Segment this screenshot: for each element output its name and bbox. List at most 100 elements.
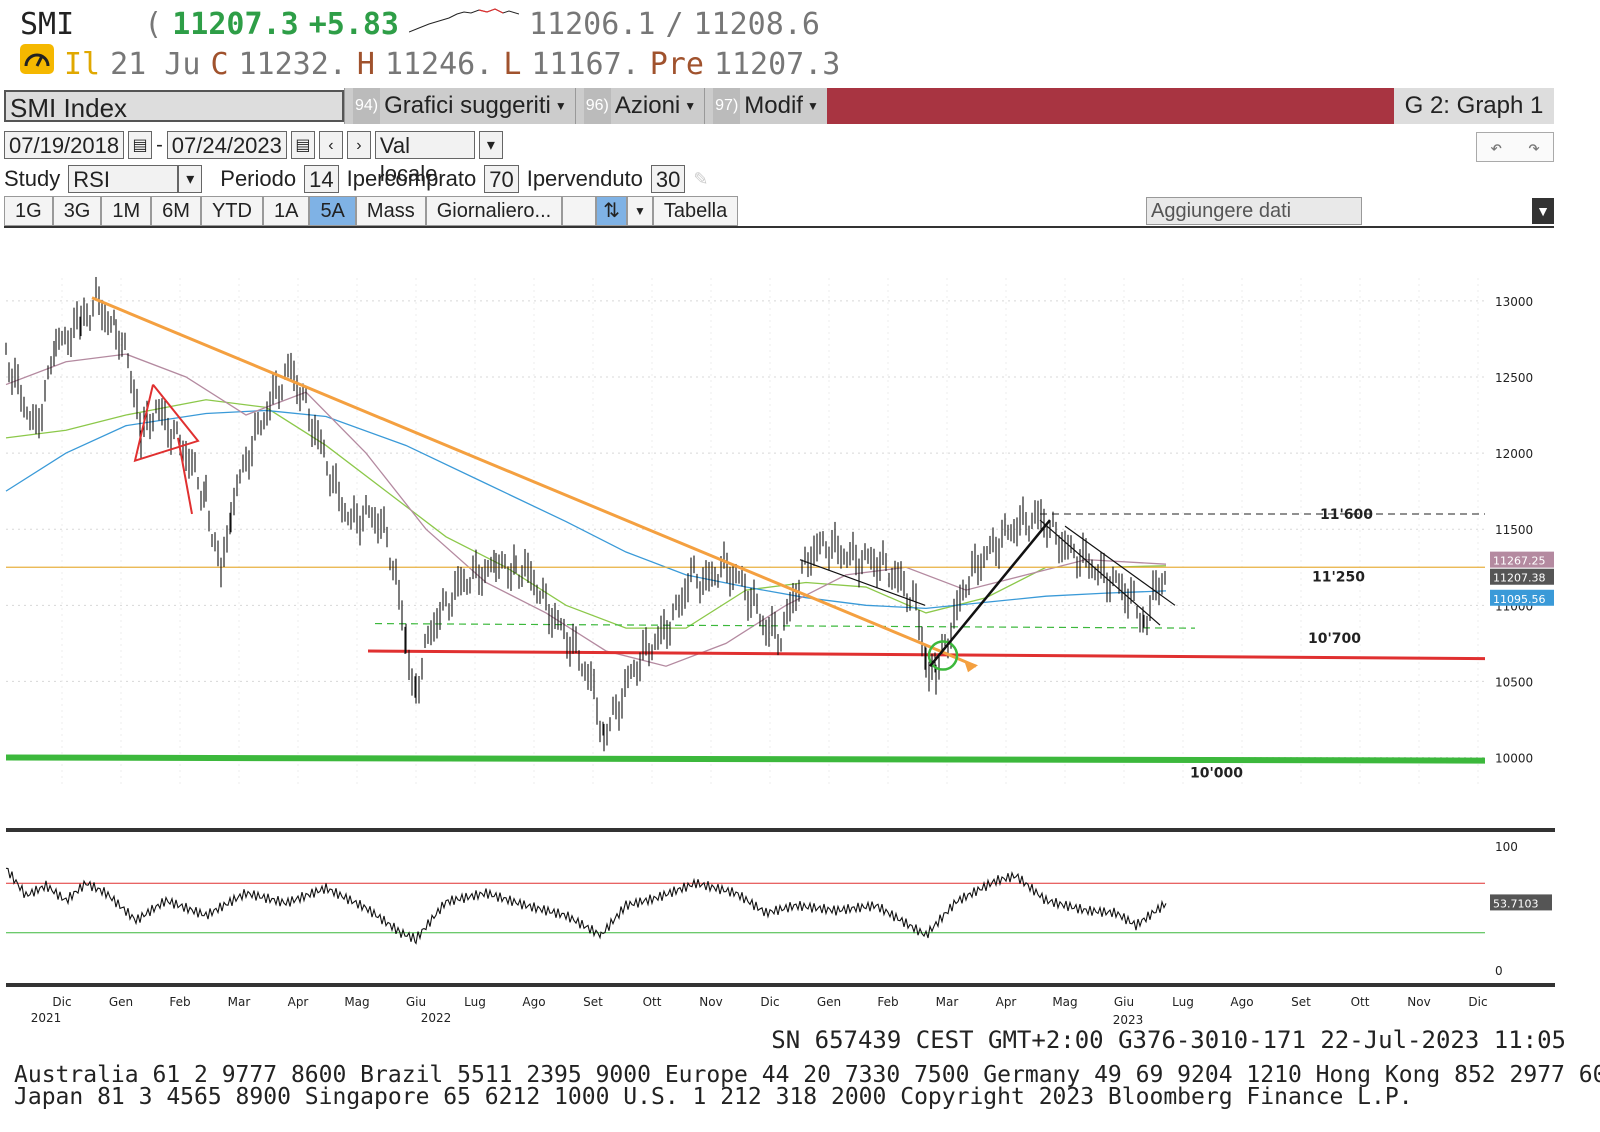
ticker[interactable]: SMI (20, 7, 75, 42)
prev-value: 11207.3 (713, 47, 841, 82)
status-indicator: Il (64, 47, 101, 82)
pencil-icon[interactable]: ✎ (693, 168, 709, 189)
x-tick-label: Set (1291, 995, 1311, 1009)
breakout-circle (927, 640, 959, 671)
x-tick-label: Feb (877, 995, 898, 1009)
menu-number: 97) (713, 88, 741, 124)
range-5a[interactable]: 5A (309, 196, 356, 226)
channel-lower (1039, 519, 1161, 626)
period-label: Periodo (220, 166, 297, 191)
moving-average-line (5, 399, 1167, 629)
annotation-11250: 11'250 (1312, 569, 1365, 585)
menu-suggested-charts[interactable]: 94) Grafici suggeriti ▼ (344, 88, 575, 124)
rsi-tag-box (1490, 894, 1552, 911)
overbought-input[interactable]: 70 (484, 165, 519, 193)
title-bar-fill (826, 88, 1394, 124)
spacer-tab (562, 196, 597, 226)
x-tick-label: Dic (760, 995, 779, 1009)
overbought-label: Ipercomprato (346, 166, 477, 191)
year-label: 2021 (31, 1011, 62, 1025)
intraday-sparkline (409, 8, 519, 33)
contact-line-2: Japan 81 3 4565 8900 Singapore 65 6212 1… (14, 1084, 1413, 1110)
graph-label[interactable]: G 2: Graph 1 (1394, 88, 1554, 124)
range-dash: - (156, 133, 163, 156)
chevron-left-icon[interactable]: ‹ (318, 131, 343, 159)
table-button[interactable]: Tabella (652, 196, 739, 226)
price-tag-label: 11095.56 (1493, 593, 1546, 606)
range-1a[interactable]: 1A (262, 196, 310, 226)
x-tick-label: Apr (288, 995, 309, 1009)
x-tick-label: Apr (996, 995, 1017, 1009)
redo-icon[interactable]: ↷ (1527, 135, 1541, 159)
moving-average-line (5, 353, 1167, 667)
add-data-field[interactable]: Aggiungere dati (1146, 197, 1362, 225)
low-label: L (503, 47, 522, 82)
range-3g[interactable]: 3G (52, 196, 102, 226)
range-6m[interactable]: 6M (151, 196, 201, 226)
chevron-down-icon[interactable]: ▾ (178, 165, 203, 193)
support-dashed (374, 622, 1196, 629)
chart-type-icon[interactable]: ⇅ (596, 196, 627, 226)
ohlc-line: Il 21 Ju C 11232. H 11246. L 11167. Pre … (20, 44, 841, 82)
uptrend-line (929, 519, 1051, 668)
calendar-icon[interactable]: ▤ (290, 131, 315, 159)
rsi-line (5, 867, 1167, 945)
start-date-field[interactable]: 07/19/2018 (4, 131, 125, 159)
y-tick-label: 10500 (1495, 675, 1533, 689)
oversold-input[interactable]: 30 (650, 165, 686, 193)
period-input[interactable]: 14 (304, 165, 339, 193)
y-tick-label: 10000 (1495, 752, 1533, 766)
range-1m[interactable]: 1M (101, 196, 152, 226)
y-tick-label: 13000 (1495, 295, 1533, 309)
currency-select[interactable]: Val locale (374, 131, 475, 186)
x-tick-label: Ott (643, 995, 662, 1009)
range-max[interactable]: Mass (355, 196, 426, 226)
chevron-down-icon[interactable]: ▼ (626, 196, 653, 226)
x-tick-label: Mar (936, 995, 959, 1009)
rsi-tick-label: 0 (1495, 964, 1503, 978)
x-tick-label: Gen (109, 995, 133, 1009)
chevron-down-icon[interactable]: ▾ (478, 131, 503, 159)
security-field[interactable]: SMI Index (4, 90, 344, 123)
triangle-breakdown (177, 437, 193, 515)
menu-edit[interactable]: 97) Modif ▼ (704, 88, 827, 124)
price-tag-box (1490, 551, 1554, 568)
ask-price: 11208.6 (693, 7, 820, 42)
x-tick-label: Dic (1468, 995, 1487, 1009)
calendar-icon[interactable]: ▤ (128, 131, 153, 159)
menu-actions[interactable]: 96) Azioni ▼ (574, 88, 705, 124)
bid-price: 11206.1 (529, 7, 656, 42)
y-tick-label: 12000 (1495, 447, 1533, 461)
x-tick-label: Mag (1052, 995, 1077, 1009)
range-1g[interactable]: 1G (4, 196, 53, 226)
contact-line-1: Australia 61 2 9777 8600 Brazil 5511 239… (14, 1062, 1600, 1088)
bid-ask-separator: / (665, 7, 684, 42)
price-tag-label: 11207.38 (1493, 572, 1546, 585)
oversold-label: Ipervenduto (526, 166, 643, 191)
date-range-bar: 07/19/2018 ▤ - 07/24/2023 ▤ ‹ › Val loca… (4, 130, 1554, 186)
undo-icon[interactable]: ↶ (1489, 135, 1503, 159)
channel-upper (1064, 525, 1176, 606)
frequency-select[interactable]: Giornaliero... (425, 196, 563, 226)
chevron-right-icon[interactable]: › (346, 131, 371, 159)
rsi-tag-label: 53.7103 (1493, 897, 1539, 910)
gauge-icon[interactable] (20, 44, 54, 74)
x-tick-label: Set (583, 995, 603, 1009)
low-value: 11167. (531, 47, 640, 82)
level-10000 (5, 754, 1486, 764)
range-ytd[interactable]: YTD (200, 196, 263, 226)
end-date-field[interactable]: 07/24/2023 (166, 131, 287, 159)
x-tick-label: Lug (464, 995, 486, 1009)
study-select[interactable]: RSI (68, 165, 179, 193)
dropdown-icon[interactable]: ▼ (1532, 198, 1554, 224)
price-change: +5.83 (308, 7, 399, 42)
study-label: Study (4, 166, 61, 191)
price-tag-box (1490, 589, 1554, 606)
y-tick-label: 11500 (1495, 523, 1533, 537)
open-label: C (210, 47, 229, 82)
year-label: 2023 (1113, 1013, 1144, 1027)
x-tick-label: Mar (228, 995, 251, 1009)
prev-label: Pre (649, 47, 704, 82)
x-tick-label: Dic (52, 995, 71, 1009)
